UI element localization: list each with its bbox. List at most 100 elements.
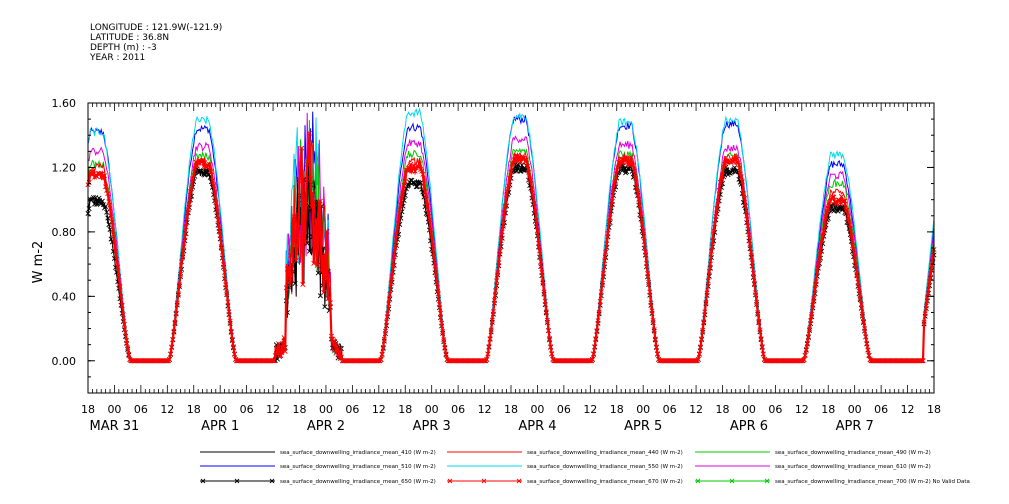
series-point-6 xyxy=(624,169,630,175)
series-point-7 xyxy=(113,248,119,254)
series-point-7 xyxy=(819,239,825,245)
series-point-7 xyxy=(179,259,185,265)
series-point-7 xyxy=(185,207,191,213)
series-point-7 xyxy=(424,203,430,209)
series-point-7 xyxy=(326,295,332,301)
series-point-6 xyxy=(200,169,206,175)
series-point-7 xyxy=(863,334,869,340)
series-point-7 xyxy=(441,337,447,343)
y-tick-label: 0.40 xyxy=(52,290,77,303)
series-point-7 xyxy=(378,356,384,362)
series-point-7 xyxy=(324,228,330,234)
series-point-7 xyxy=(641,239,647,245)
series-point-7 xyxy=(630,162,636,168)
series-point-7 xyxy=(389,274,395,280)
series-point-7 xyxy=(844,207,850,213)
series-point-7 xyxy=(499,229,505,235)
x-hour-label: 00 xyxy=(848,403,862,416)
series-point-7 xyxy=(854,272,860,278)
series-point-6 xyxy=(99,198,105,204)
series-point-7 xyxy=(436,301,442,308)
legend-label-5: sea_surface_downwelling_irradiance_mean_… xyxy=(775,464,931,470)
series-point-7 xyxy=(327,300,333,306)
series-point-7 xyxy=(118,293,124,300)
series-point-7 xyxy=(808,318,814,324)
series-point-7 xyxy=(609,198,615,204)
series-point-7 xyxy=(125,345,131,351)
series-point-7 xyxy=(523,157,529,163)
series-point-7 xyxy=(168,351,174,357)
series-point-7 xyxy=(189,186,195,192)
x-hour-label: 12 xyxy=(901,403,915,416)
series-point-7 xyxy=(528,177,534,183)
x-hour-label: 12 xyxy=(478,403,492,416)
series-point-7 xyxy=(379,351,385,357)
series-point-7 xyxy=(628,154,634,160)
series-point-7 xyxy=(815,261,821,267)
series-point-7 xyxy=(530,193,536,199)
x-date-label: APR 6 xyxy=(730,419,768,434)
series-point-7 xyxy=(176,282,182,288)
series-point-7 xyxy=(652,336,658,342)
series-point-7 xyxy=(119,302,125,308)
legend-label-0: sea_surface_downwelling_irradiance_mean_… xyxy=(280,450,436,456)
series-point-7 xyxy=(589,356,596,362)
series-point-7 xyxy=(586,358,592,364)
series-point-7 xyxy=(334,344,340,350)
series-point-6 xyxy=(515,162,521,168)
series-point-7 xyxy=(809,311,815,317)
series-point-6 xyxy=(519,162,525,168)
series-point-7 xyxy=(648,300,654,306)
series-point-7 xyxy=(104,187,110,193)
series-point-7 xyxy=(733,154,739,161)
series-point-7 xyxy=(849,243,856,249)
series-point-7 xyxy=(614,168,620,174)
series-point-7 xyxy=(121,321,127,327)
series-point-7 xyxy=(632,175,638,181)
series-point-7 xyxy=(488,327,494,333)
x-date-label: APR 3 xyxy=(413,419,451,434)
series-point-7 xyxy=(108,213,114,219)
series-point-7 xyxy=(419,168,425,174)
series-point-7 xyxy=(432,263,438,269)
series-point-7 xyxy=(312,231,318,237)
series-point-7 xyxy=(645,270,651,277)
series-point-7 xyxy=(631,168,637,174)
series-point-7 xyxy=(544,317,550,323)
series-point-7 xyxy=(719,172,726,178)
series-point-7 xyxy=(375,358,381,364)
series-point-7 xyxy=(814,268,820,274)
legend-marker-6 xyxy=(200,478,206,484)
series-point-7 xyxy=(217,233,223,239)
series-point-7 xyxy=(487,336,493,342)
series-point-7 xyxy=(276,341,282,347)
series-point-7 xyxy=(495,270,501,276)
x-hour-label: 18 xyxy=(504,403,518,416)
series-point-7 xyxy=(213,199,219,206)
series-point-7 xyxy=(635,190,641,196)
series-point-7 xyxy=(642,249,648,255)
legend: sea_surface_downwelling_irradiance_mean_… xyxy=(200,450,970,485)
series-point-7 xyxy=(385,311,391,317)
series-point-7 xyxy=(507,175,513,181)
series-point-7 xyxy=(810,302,816,308)
series-point-7 xyxy=(425,210,431,216)
series-point-7 xyxy=(518,159,524,165)
series-point-7 xyxy=(482,358,488,364)
legend-marker-7 xyxy=(516,478,522,484)
x-hour-label: 12 xyxy=(795,403,809,416)
series-point-7 xyxy=(823,214,829,220)
series-point-7 xyxy=(852,254,858,260)
series-point-7 xyxy=(443,351,449,357)
series-point-7 xyxy=(224,290,230,296)
series-point-7 xyxy=(866,352,872,358)
series-point-7 xyxy=(280,341,286,347)
series-point-7 xyxy=(695,356,701,362)
series-point-7 xyxy=(830,194,836,200)
series-point-7 xyxy=(811,296,817,302)
series-point-7 xyxy=(227,318,233,324)
series-point-7 xyxy=(191,172,197,178)
series-point-7 xyxy=(296,178,303,184)
series-point-7 xyxy=(215,217,221,223)
legend-marker-6 xyxy=(269,478,275,484)
